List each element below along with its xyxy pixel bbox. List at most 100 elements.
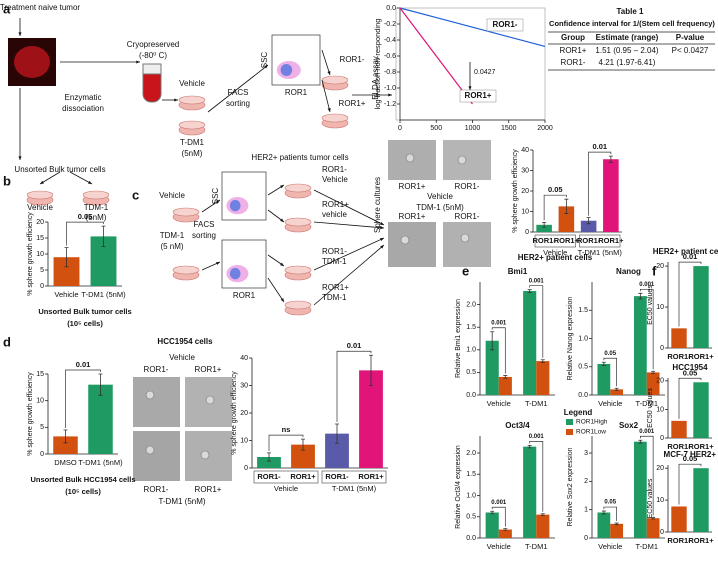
group-box [534,234,576,248]
y-tick-label: 10 [36,251,44,258]
error-bar [335,423,339,444]
culture-dish-top [284,183,312,193]
error-bar [614,522,619,526]
y-tick-label: 1 [584,507,588,514]
label: ROR1- [144,365,169,374]
label: sorting [192,231,216,240]
y-tick-label: 15 [36,371,44,378]
y-tick-label: 1.0 [466,347,476,354]
x-tick-label: ROR1- [667,352,691,361]
arrow-head [264,65,268,69]
cryo-tube-cap [142,63,162,75]
bar [498,376,512,395]
legend-label: ROR1High [576,419,608,426]
micrograph [443,140,491,180]
group-box [253,470,319,484]
y-tick-label: 10 [240,437,248,444]
error-bar [503,528,508,531]
sphere [205,395,215,405]
y-tick-label: 2.0 [466,301,476,308]
panel-letter: e [462,263,469,278]
label: TDM-1 [322,257,347,266]
culture-dish-top [172,265,200,275]
group-box [579,234,621,248]
significance-bracket [603,357,617,387]
panel-letter: c [132,187,139,202]
x-tick-label: Vehicle [487,542,511,551]
label: ROR1- [455,182,480,191]
y-tick-label: 30 [240,382,248,389]
y-tick-label: 30 [521,167,529,174]
facs-plot [221,171,267,221]
x-axis-label: Unsorted Bulk tumor cells [38,307,131,316]
y-tick-label: 10 [656,406,664,413]
bar [693,266,709,348]
chart-title: Oct3/4 [505,421,530,430]
y-axis-label: Relative Bmi1 expression [455,299,462,378]
label: Vehicle [427,192,453,201]
arrow-head [280,185,284,189]
error-bar [614,387,619,391]
arrow-head [216,200,220,204]
p-value: 0.05 [604,500,616,506]
bar [523,446,537,538]
label: Enzymatic [65,93,102,102]
x-tick-label: T-DM1 [525,399,548,408]
chart-title: Bmi1 [508,267,528,276]
arrow [313,189,385,226]
bar [485,340,499,395]
culture-dish-top [321,75,349,85]
error-bar [540,513,545,516]
chart-title: HCC1954 [672,363,708,372]
y-tick-label: 1.5 [466,471,476,478]
bar [257,457,281,468]
significance-bracket [640,288,654,370]
micrograph [133,431,180,481]
label: ROR1 [233,291,256,300]
error-bar [651,370,656,374]
label: HER2+ patient cells [518,253,593,262]
legend-swatch [566,429,573,435]
arrow-head [18,156,22,160]
annotation: 0.0427 [474,69,496,76]
y-tick-label: 1.5 [578,307,588,314]
error-bar [98,373,103,396]
p-value: 0.01 [76,360,91,369]
y-tick-label: -0.2 [384,21,396,28]
x-tick-label: T-DM1 (5nM) [78,458,123,467]
label: ROR1+ [339,99,366,108]
significance-bracket [588,151,612,216]
bar [325,433,349,468]
bar [291,444,315,468]
significance-bracket [268,434,304,451]
y-axis-label: EC50 values [647,285,654,325]
label: Confidence interval for 1/(Stem cell fre… [549,19,715,28]
panel-letter: a [3,1,11,16]
facs-cells [229,267,241,280]
y-tick-label: 10 [656,497,664,504]
sphere [145,390,155,400]
sphere [200,450,210,460]
label: HCC1954 cells [157,337,213,346]
y-tick-label: 0.0 [578,392,588,399]
y-tick-label: 15 [36,235,44,242]
y-tick-label: 1.0 [578,335,588,342]
arrow [313,237,385,271]
label: FACS [194,220,215,229]
x-tick-label: DMSO [54,458,77,467]
y-axis-label: EC50 values [647,478,654,518]
x-tick-label: ROR1+ [688,442,714,451]
y-tick-label: 20 [656,465,664,472]
bar [498,529,512,538]
y-tick-label: 0 [660,435,664,442]
y-axis-label: EC50 values [647,388,654,428]
error-bar [490,331,495,351]
label: dissociation [62,104,104,113]
label: Treatment naive tumor [0,3,80,12]
arrow [39,171,61,185]
significance-bracket [543,194,567,221]
bar [536,224,552,232]
x-tick-label: ROR1- [257,472,281,481]
series-label: ROR1- [493,20,518,29]
error-bar [503,375,508,379]
